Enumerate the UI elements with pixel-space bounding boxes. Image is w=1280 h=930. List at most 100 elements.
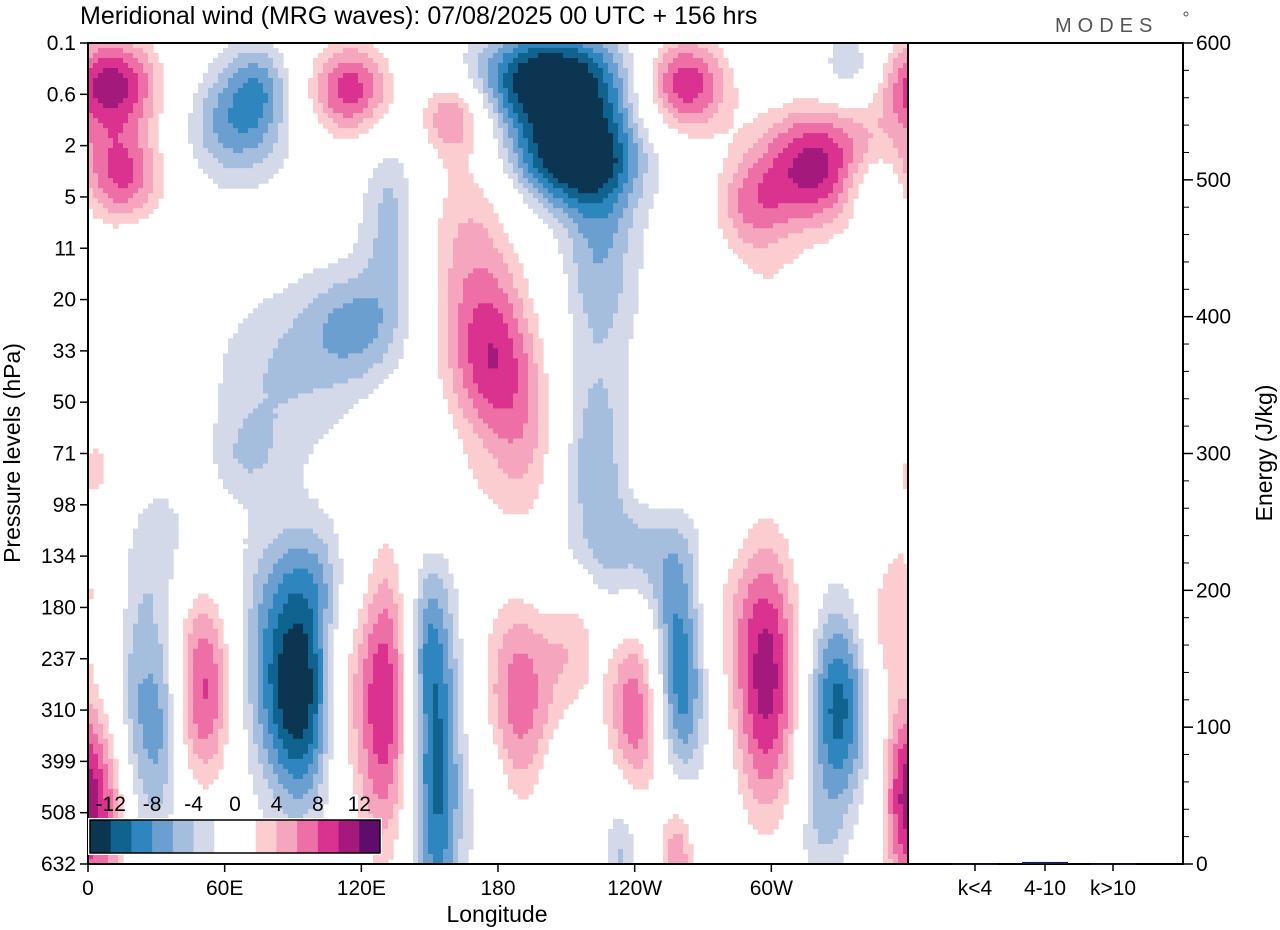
field-cell <box>818 663 824 670</box>
field-cell <box>538 678 559 685</box>
field-cell <box>188 678 194 685</box>
field-cell <box>848 673 859 680</box>
field-cell <box>428 833 449 840</box>
field-cell <box>603 698 614 705</box>
field-cell <box>528 328 539 334</box>
field-cell <box>318 788 329 795</box>
field-cell <box>133 638 159 645</box>
field-cell <box>318 653 324 660</box>
field-cell <box>758 743 774 750</box>
field-cell <box>898 858 908 864</box>
field-cell <box>293 773 304 780</box>
field-cell <box>448 813 454 820</box>
field-cell <box>353 673 364 680</box>
field-cell <box>98 58 124 64</box>
field-cell <box>663 663 669 670</box>
field-cell <box>433 803 444 810</box>
field-cell <box>128 568 174 575</box>
field-cell <box>903 473 908 480</box>
field-cell <box>538 143 614 149</box>
field-cell <box>378 68 389 74</box>
field-cell <box>703 78 714 84</box>
field-cell <box>273 143 289 149</box>
field-cell <box>813 803 849 810</box>
field-cell <box>323 713 329 720</box>
field-cell <box>413 858 419 864</box>
field-cell <box>513 143 519 149</box>
field-cell <box>623 163 629 169</box>
field-cell <box>348 663 359 670</box>
field-cell <box>423 678 444 685</box>
field-cell <box>563 208 579 214</box>
field-cell <box>533 193 544 199</box>
field-cell <box>763 748 769 755</box>
field-cell <box>258 703 264 710</box>
field-cell <box>328 723 334 730</box>
field-cell <box>793 608 799 615</box>
field-cell <box>458 308 474 314</box>
field-cell <box>508 708 534 715</box>
field-cell <box>168 693 174 700</box>
field-cell <box>903 788 908 795</box>
field-cell <box>888 778 894 785</box>
field-cell <box>398 218 409 224</box>
field-cell <box>433 773 444 780</box>
field-cell <box>283 633 309 640</box>
field-cell <box>488 343 494 349</box>
field-cell <box>263 88 274 94</box>
field-cell <box>263 678 269 685</box>
field-cell <box>808 783 814 790</box>
field-cell <box>323 683 329 690</box>
field-cell <box>423 773 434 780</box>
field-cell <box>788 128 844 134</box>
field-cell <box>273 708 284 715</box>
field-cell <box>133 723 144 730</box>
field-cell <box>518 368 529 375</box>
field-cell <box>823 148 844 154</box>
field-cell <box>823 703 834 710</box>
field-cell <box>623 713 644 720</box>
field-cell <box>738 783 749 790</box>
field-cell <box>693 553 699 560</box>
field-cell <box>373 628 394 635</box>
field-cell <box>393 623 399 630</box>
field-cell <box>348 738 359 745</box>
field-cell <box>708 68 724 74</box>
field-cell <box>103 728 109 735</box>
field-cell <box>893 718 908 725</box>
field-cell <box>568 453 579 460</box>
field-cell <box>128 713 139 720</box>
field-cell <box>438 368 454 375</box>
field-cell <box>488 358 499 364</box>
field-cell <box>248 658 259 665</box>
field-cell <box>508 628 534 635</box>
field-cell <box>363 638 369 645</box>
field-cell <box>623 168 629 174</box>
field-cell <box>263 463 304 470</box>
field-cell <box>858 768 869 775</box>
field-cell <box>158 748 169 755</box>
field-cell <box>623 753 649 760</box>
field-cell <box>183 638 189 645</box>
field-cell <box>398 733 404 740</box>
field-cell <box>98 118 129 124</box>
field-cell <box>358 753 369 760</box>
field-cell <box>833 203 844 209</box>
field-cell <box>758 738 774 745</box>
field-cell <box>373 238 399 244</box>
field-cell <box>688 543 699 550</box>
field-cell <box>633 128 639 134</box>
field-cell <box>453 368 464 375</box>
field-cell <box>843 758 854 765</box>
field-cell <box>443 388 454 395</box>
field-cell <box>428 718 434 725</box>
field-cell <box>863 763 869 770</box>
field-cell <box>123 608 139 615</box>
field-cell <box>398 288 409 294</box>
field-cell <box>168 728 174 735</box>
field-cell <box>108 778 114 785</box>
field-cell <box>123 73 139 79</box>
field-cell <box>893 848 904 855</box>
field-cell <box>638 143 644 149</box>
field-cell <box>213 443 234 450</box>
